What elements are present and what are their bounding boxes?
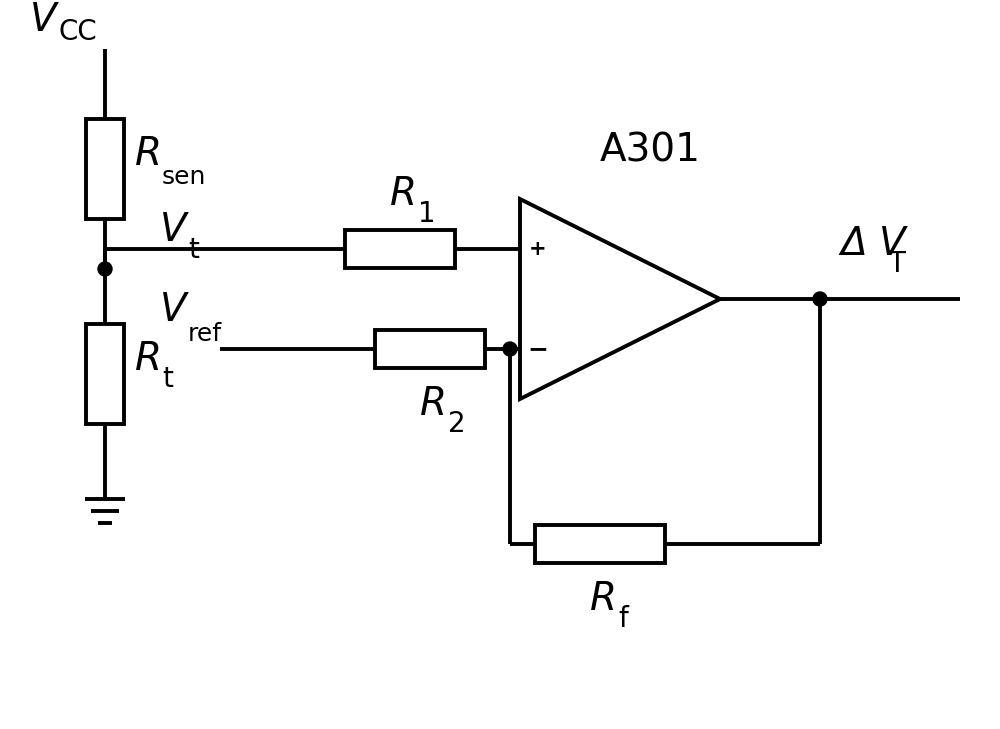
Text: A301: A301 [600, 131, 700, 169]
Bar [86, 324, 124, 424]
Text: T: T [888, 250, 905, 278]
Circle shape [813, 292, 827, 306]
Text: R: R [390, 175, 417, 213]
Text: 1: 1 [418, 200, 436, 228]
Text: t: t [162, 365, 173, 393]
Text: V: V [160, 211, 187, 249]
Circle shape [98, 262, 112, 276]
Text: +: + [529, 239, 547, 259]
Text: V: V [30, 1, 57, 39]
Text: CC: CC [58, 18, 97, 46]
Text: 2: 2 [448, 410, 466, 438]
Bar [375, 330, 485, 368]
Text: ref: ref [188, 322, 222, 346]
Text: R: R [420, 385, 447, 423]
Bar [345, 230, 455, 268]
Bar [86, 119, 124, 219]
Text: V: V [160, 291, 187, 329]
Circle shape [503, 342, 517, 356]
Text: f: f [618, 605, 628, 633]
Text: R: R [135, 135, 162, 173]
Text: −: − [528, 337, 548, 361]
Text: sen: sen [162, 165, 206, 189]
Text: t: t [188, 236, 199, 264]
Bar [535, 525, 665, 563]
Text: Δ V: Δ V [840, 225, 906, 263]
Text: R: R [590, 580, 617, 618]
Text: R: R [135, 340, 162, 378]
